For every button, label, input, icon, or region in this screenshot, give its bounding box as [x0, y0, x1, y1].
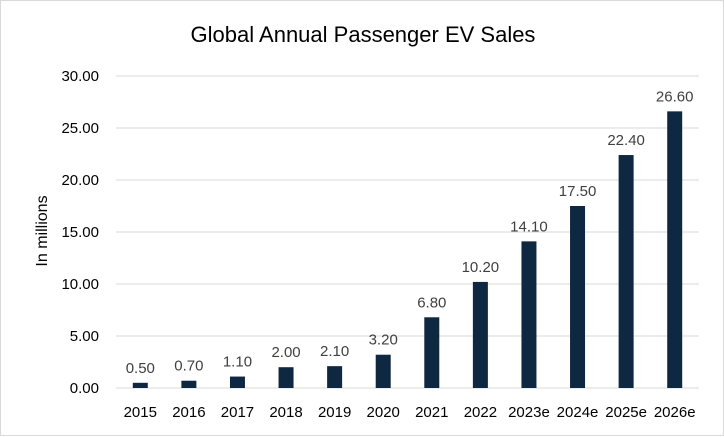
x-tick-label: 2018	[269, 404, 302, 421]
bar	[229, 376, 245, 388]
data-label: 10.20	[462, 259, 500, 276]
bar	[667, 111, 683, 389]
bar	[570, 206, 586, 388]
x-tick-label: 2017	[221, 404, 254, 421]
y-tick-label: 30.00	[61, 68, 99, 85]
bar	[472, 281, 488, 388]
bar	[327, 366, 343, 388]
x-tick-label: 2025e	[605, 404, 647, 421]
y-tick-label: 15.00	[61, 224, 99, 241]
y-tick-label: 20.00	[61, 172, 99, 189]
x-tick-label: 2023e	[508, 404, 550, 421]
x-tick-label: 2020	[367, 404, 400, 421]
data-label: 22.40	[607, 132, 645, 149]
bar	[132, 382, 148, 388]
data-labels: 0.50 0.70 1.10 2.00 2.10 3.20 6.80 10.20 14.10 17…	[126, 88, 694, 376]
data-label: 3.20	[369, 332, 398, 349]
x-tick-label: 2021	[415, 404, 448, 421]
x-tick-label: 2019	[318, 404, 351, 421]
y-tick-label: 0.00	[70, 380, 99, 397]
x-tick-label: 2024e	[557, 404, 599, 421]
bars	[132, 111, 683, 389]
data-label: 0.50	[126, 360, 155, 377]
chart-title: Global Annual Passenger EV Sales	[191, 22, 536, 47]
data-label: 6.80	[417, 294, 446, 311]
data-label: 0.70	[174, 358, 203, 375]
bar	[424, 317, 440, 388]
data-label: 26.60	[656, 88, 694, 105]
bar	[375, 354, 391, 388]
bar	[181, 380, 197, 388]
x-tick-label: 2016	[172, 404, 205, 421]
data-label: 1.10	[223, 354, 252, 371]
y-axis-ticks: 0.00 5.00 10.00 15.00 20.00 25.00 30.00	[61, 68, 99, 397]
data-label: 2.10	[320, 343, 349, 360]
data-label: 14.10	[510, 218, 548, 235]
x-axis-ticks: 2015 2016 2017 2018 2019 2020 2021 2022 2023e 202…	[124, 404, 696, 421]
y-tick-label: 10.00	[61, 276, 99, 293]
gridlines	[116, 75, 699, 389]
y-tick-label: 5.00	[70, 328, 99, 345]
x-tick-label: 2026e	[654, 404, 696, 421]
y-tick-label: 25.00	[61, 120, 99, 137]
data-label: 2.00	[271, 344, 300, 361]
bar	[278, 367, 294, 388]
y-axis-label: In millions	[34, 195, 51, 266]
data-label: 17.50	[559, 183, 597, 200]
bar	[521, 241, 537, 388]
x-tick-label: 2022	[464, 404, 497, 421]
x-tick-label: 2015	[124, 404, 157, 421]
bar	[618, 155, 634, 388]
